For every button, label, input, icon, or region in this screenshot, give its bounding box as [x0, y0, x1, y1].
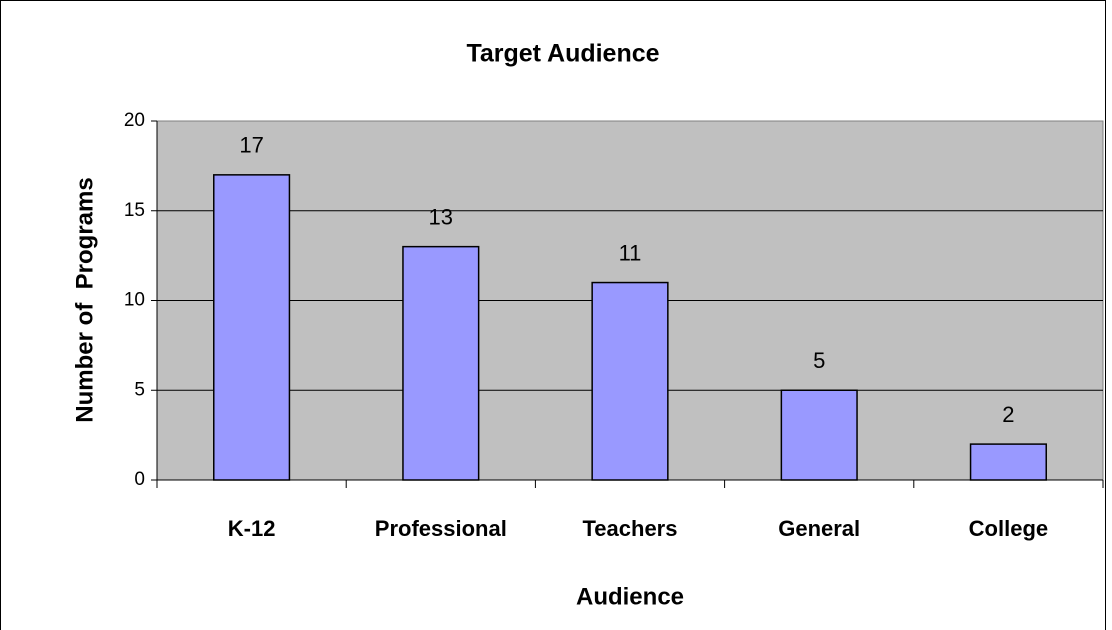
value-label: 11 — [619, 240, 642, 265]
x-tick-label: Professional — [375, 516, 507, 541]
x-tick-label: Teachers — [583, 516, 678, 541]
bar — [969, 443, 1047, 481]
value-label: 13 — [429, 204, 453, 229]
y-tick-label: 5 — [134, 379, 145, 400]
value-label: 2 — [1002, 402, 1014, 427]
y-tick-label: 20 — [124, 110, 145, 131]
bar — [780, 389, 858, 481]
y-tick-label: 10 — [124, 290, 145, 311]
x-tick-label: K-12 — [228, 516, 276, 541]
x-tick-label: General — [778, 516, 860, 541]
value-label: 17 — [239, 133, 263, 158]
y-axis-title: Number of Programs — [71, 177, 98, 422]
y-tick-label: 15 — [124, 200, 145, 221]
bar — [591, 281, 669, 481]
bar — [213, 174, 291, 481]
x-tick-label: College — [969, 516, 1048, 541]
chart-title: Target Audience — [466, 40, 659, 68]
value-label: 5 — [813, 348, 825, 373]
bar — [402, 245, 480, 481]
x-axis-title: Audience — [576, 583, 684, 610]
y-tick-label: 0 — [134, 469, 145, 490]
